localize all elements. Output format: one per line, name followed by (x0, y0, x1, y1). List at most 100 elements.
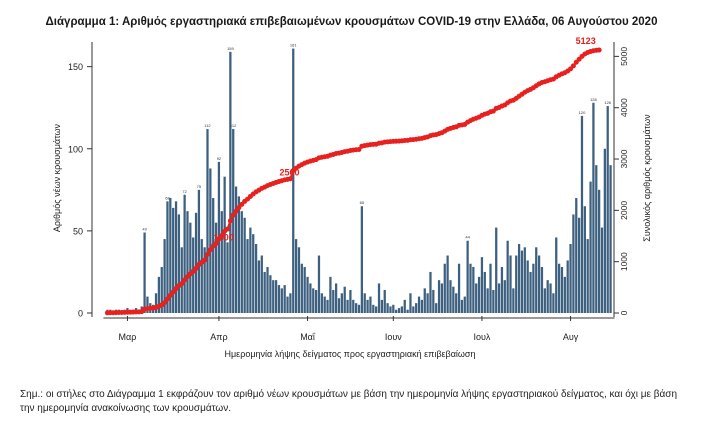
bar (463, 296, 466, 313)
bar (475, 283, 478, 313)
bar (455, 293, 458, 313)
cumulative-point (356, 147, 362, 153)
bar (326, 299, 329, 313)
bar (352, 299, 355, 313)
bar (532, 263, 535, 313)
bar (197, 189, 201, 313)
bar (229, 51, 232, 313)
bar (166, 201, 169, 313)
bar (286, 296, 289, 313)
cumulative-point (287, 176, 293, 182)
bar (272, 280, 275, 313)
bar (323, 296, 326, 313)
bar (469, 263, 472, 313)
y-tick-label: 50 (73, 226, 83, 236)
bar (254, 244, 258, 313)
bar (443, 263, 446, 313)
bar-value-label: 128 (590, 97, 597, 102)
cumulative-point (570, 63, 576, 69)
y2-tick-label: 4000 (619, 98, 629, 117)
bar (186, 211, 189, 313)
bar (203, 247, 206, 313)
bar-value-label: 75 (197, 184, 202, 189)
bar (369, 296, 372, 313)
cumulative-point (204, 251, 210, 257)
y2-axis-title: Συνολικός αριθμός κρουσμάτων (642, 114, 652, 242)
bar (212, 198, 215, 313)
cumulative-point (170, 289, 176, 295)
bar (332, 290, 335, 313)
bar (237, 196, 241, 313)
bar (543, 288, 546, 313)
cumulative-point (162, 300, 168, 306)
bar (183, 194, 186, 313)
cumulative-annotation: 5123 (576, 36, 596, 46)
bar (426, 293, 429, 313)
bar (340, 293, 343, 313)
cumulative-point (227, 218, 233, 224)
cumulative-point (236, 205, 242, 211)
bar (226, 242, 229, 313)
bar (480, 257, 484, 313)
cumulative-point (225, 226, 230, 232)
cumulative-annotation: 1300 (214, 232, 234, 242)
bar (192, 237, 195, 313)
bar (277, 285, 281, 313)
bar-value-label: 44 (465, 235, 470, 240)
bar (309, 283, 312, 313)
bar (389, 306, 392, 313)
x-tick-label: Μαρ (119, 332, 137, 342)
bar (497, 283, 501, 313)
bar (357, 304, 361, 313)
bar (312, 288, 315, 313)
cumulative-point (219, 233, 225, 239)
y2-tick-label: 3000 (619, 149, 629, 168)
y2-tick-label: 2000 (619, 201, 629, 220)
bar (560, 267, 564, 313)
bar (220, 211, 223, 313)
bar (335, 283, 338, 313)
bar (549, 283, 552, 313)
bar (523, 247, 526, 313)
bar (337, 298, 341, 313)
bar (177, 214, 181, 313)
bar (517, 244, 521, 313)
bar (600, 227, 604, 313)
bar (200, 239, 203, 313)
bar (440, 283, 444, 313)
bar (423, 288, 426, 313)
bar-value-label: 126 (604, 100, 611, 105)
cumulative-point (179, 281, 185, 287)
x-tick-label: Απρ (210, 332, 227, 342)
cumulative-point (202, 257, 208, 263)
bar (460, 299, 464, 313)
bar (529, 271, 532, 313)
bar (320, 293, 323, 313)
bar (143, 232, 146, 313)
bar (157, 276, 161, 313)
y-tick-label: 100 (68, 144, 83, 154)
bar (375, 306, 378, 313)
bar (437, 280, 441, 313)
bar (495, 227, 498, 313)
bar (592, 102, 595, 314)
bar (280, 288, 283, 313)
bar (189, 222, 192, 313)
bar (577, 217, 581, 313)
bar (449, 280, 452, 313)
bar (263, 271, 266, 313)
bar (552, 293, 555, 313)
bar (386, 303, 389, 313)
bar-value-label: 112 (204, 123, 211, 128)
bar (349, 290, 352, 313)
cumulative-point (182, 277, 188, 283)
bar (569, 244, 572, 313)
x-axis-title: Ημερομηνία λήψης δείγματος προς εργαστηρ… (225, 349, 476, 359)
bar (417, 296, 421, 313)
bar-value-label: 112 (230, 123, 237, 128)
bar (297, 247, 301, 313)
bar (492, 290, 495, 313)
bar (214, 222, 218, 313)
bar (240, 211, 243, 313)
